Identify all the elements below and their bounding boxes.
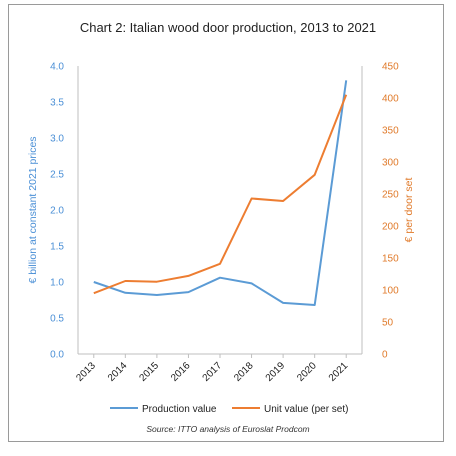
right-tick-label: 300 — [382, 158, 399, 169]
left-tick-label: 3.5 — [50, 98, 64, 109]
right-tick-label: 200 — [382, 222, 399, 233]
series-layer — [93, 80, 348, 306]
left-tick-label: 2.5 — [50, 170, 64, 181]
chart-frame — [8, 4, 444, 442]
right-tick-label: 350 — [382, 126, 399, 137]
right-axis-ticks: 0 50 100 150 200 250 300 350 400 450 — [382, 62, 399, 361]
right-tick-label: 450 — [382, 62, 399, 73]
right-tick-label: 250 — [382, 190, 399, 201]
x-tick-label: 2013 — [74, 360, 98, 384]
legend: Production value Unit value (per set) — [110, 404, 348, 415]
right-tick-label: 400 — [382, 94, 399, 105]
right-tick-label: 150 — [382, 254, 399, 265]
series-line-unit-value — [93, 94, 348, 295]
x-tick-label: 2019 — [264, 360, 288, 384]
left-tick-label: 2.0 — [50, 206, 64, 217]
x-tick-label: 2017 — [201, 360, 225, 384]
source-note: Source: ITTO analysis of Euroslat Prodco… — [146, 424, 309, 434]
legend-label-unit-value: Unit value (per set) — [264, 404, 348, 415]
left-tick-label: 4.0 — [50, 62, 64, 73]
left-tick-label: 1.0 — [50, 278, 64, 289]
legend-label-production-value: Production value — [142, 404, 217, 415]
left-axis-ticks: 0.0 0.5 1.0 1.5 2.0 2.5 3.0 3.5 4.0 — [50, 62, 64, 361]
right-tick-label: 50 — [382, 318, 394, 329]
right-axis-label: € per door set — [403, 178, 415, 243]
x-tick-label: 2020 — [295, 360, 319, 384]
left-tick-label: 0.5 — [50, 314, 64, 325]
x-tick-label: 2016 — [169, 360, 193, 384]
left-tick-label: 1.5 — [50, 242, 64, 253]
x-tick-label: 2015 — [137, 360, 161, 384]
right-tick-label: 100 — [382, 286, 399, 297]
right-tick-label: 0 — [382, 350, 388, 361]
x-tick-label: 2021 — [327, 360, 351, 384]
x-axis-ticks: 2013 2014 2015 2016 2017 2018 2019 2020 2021 — [74, 354, 351, 384]
series-line-production-value — [93, 80, 348, 306]
x-tick-label: 2018 — [232, 360, 256, 384]
left-tick-label: 3.0 — [50, 134, 64, 145]
x-tick-label: 2014 — [106, 360, 130, 384]
chart-title: Chart 2: Italian wood door production, 2… — [80, 20, 376, 35]
left-tick-label: 0.0 — [50, 350, 64, 361]
left-axis-label: € billion at constant 2021 prices — [27, 136, 39, 283]
